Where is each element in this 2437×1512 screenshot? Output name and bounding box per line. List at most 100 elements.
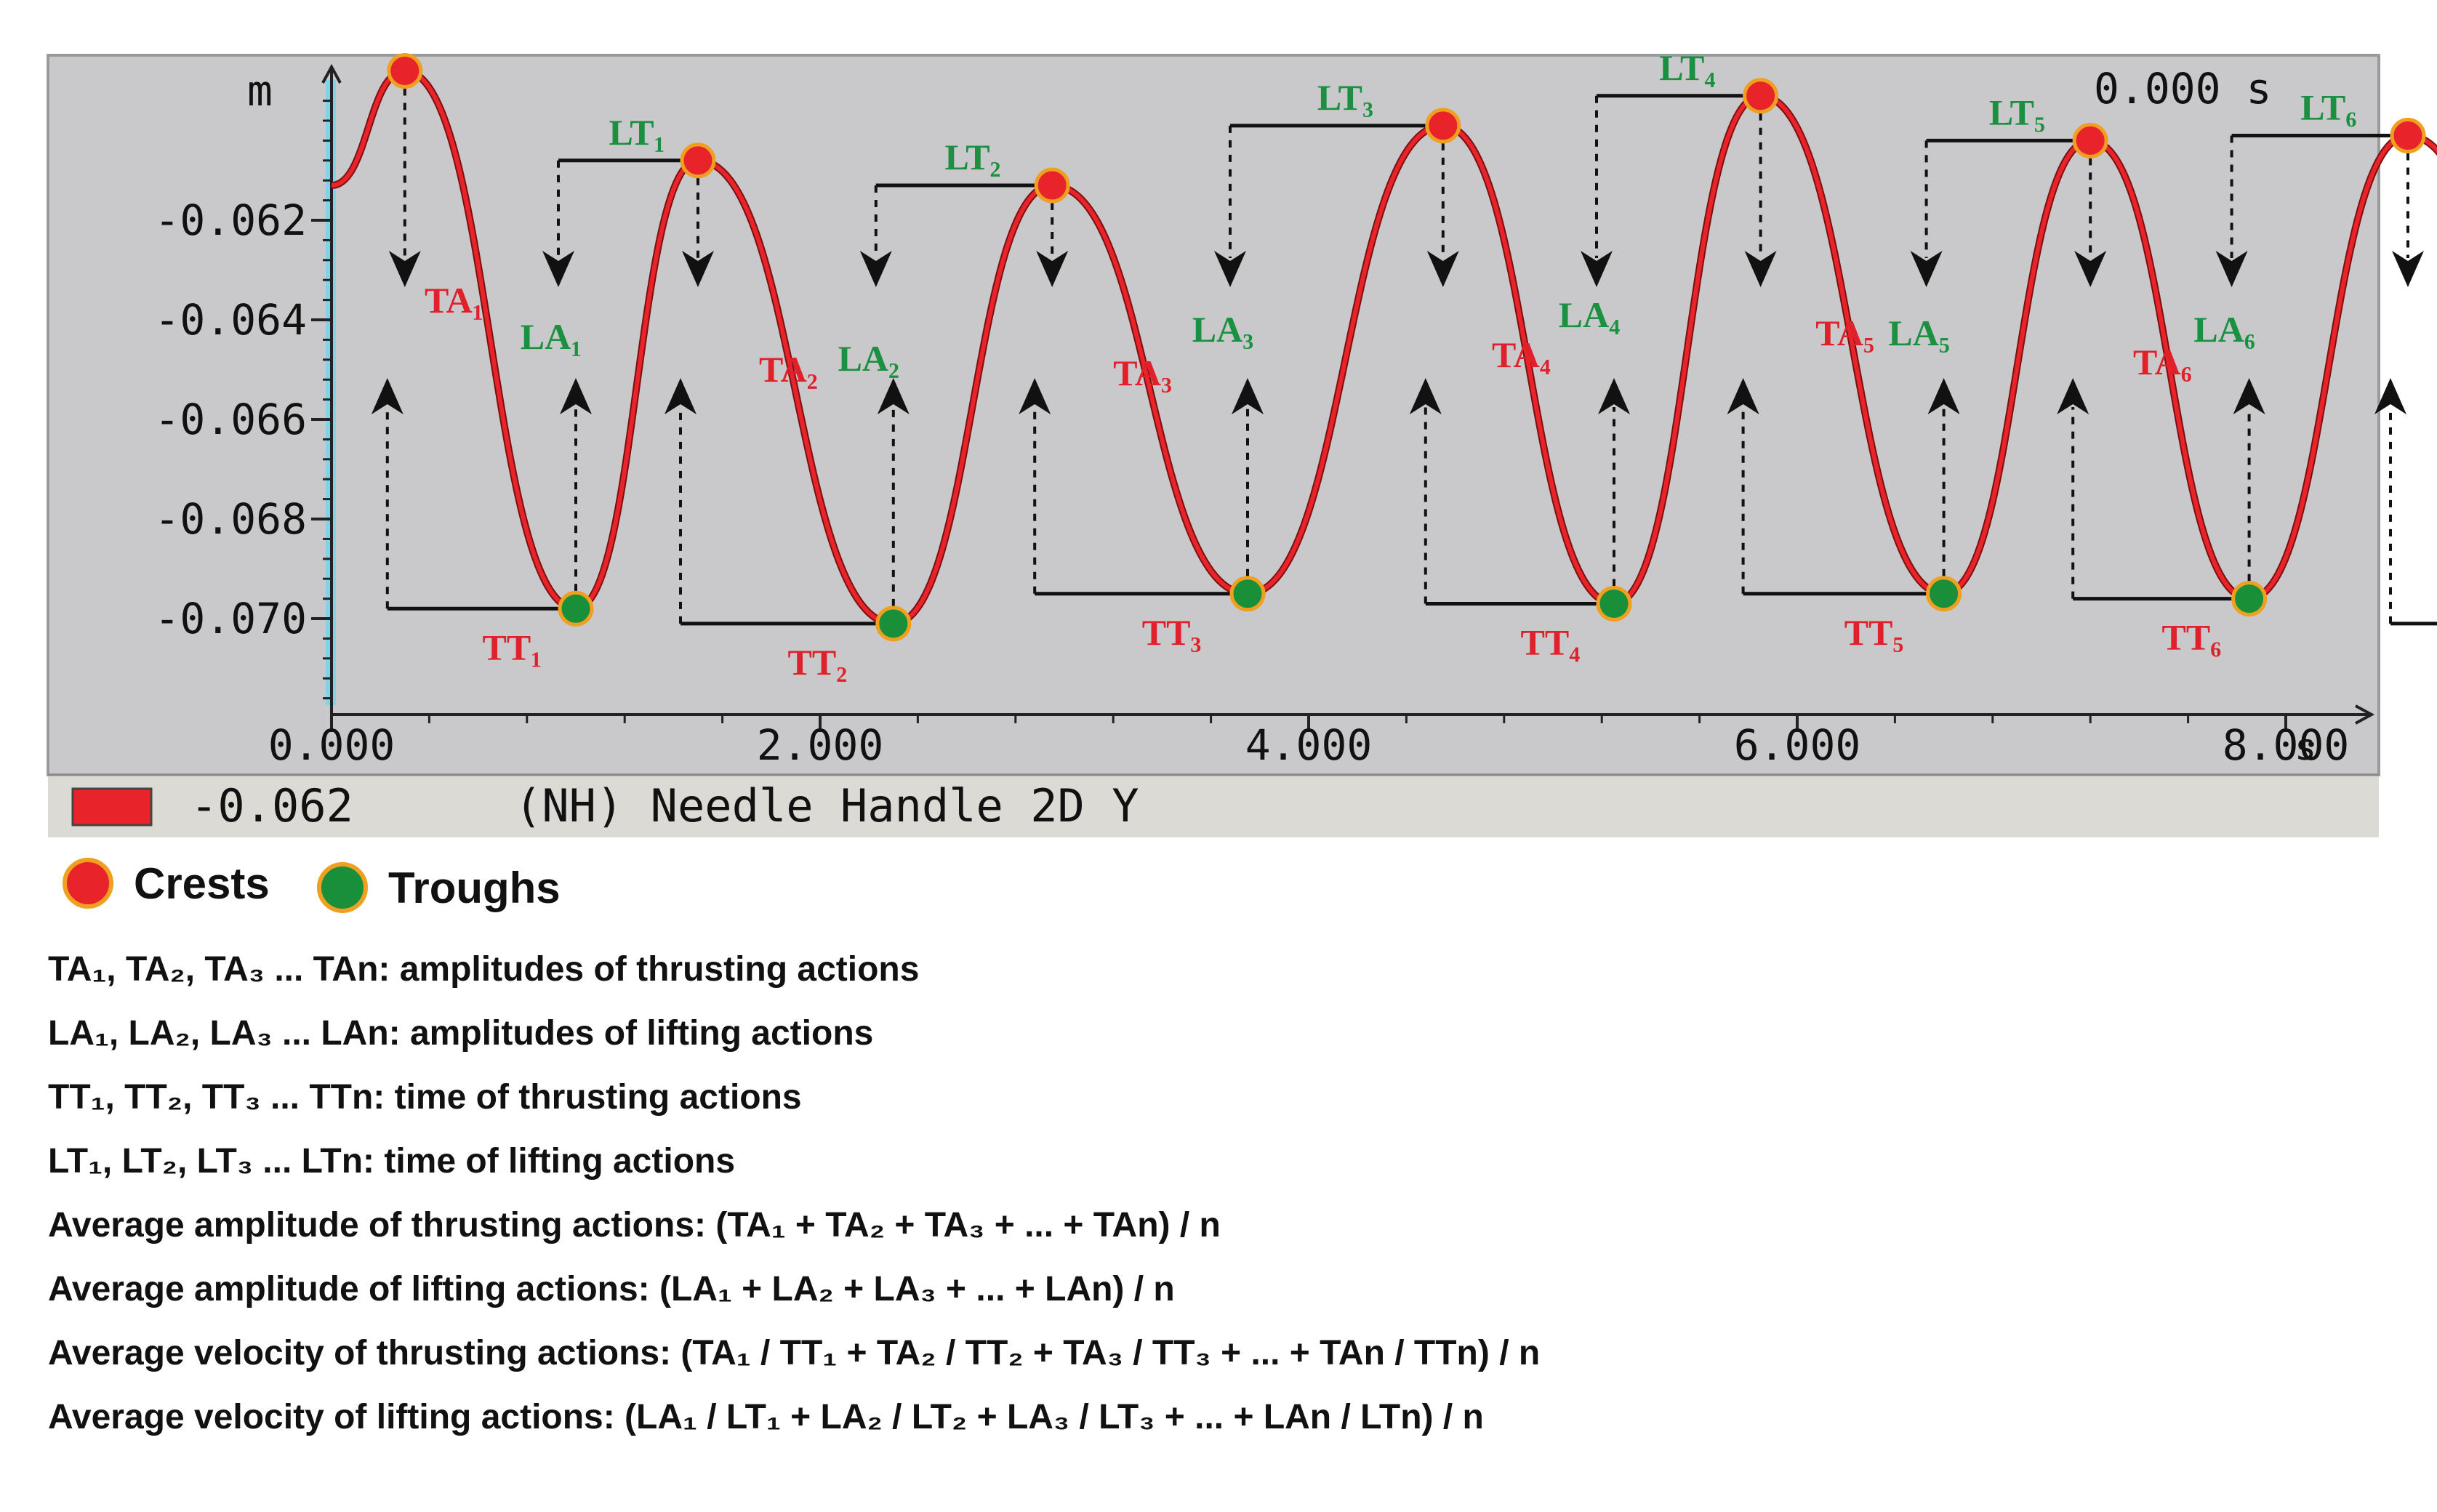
status-series-name: (NH) Needle Handle 2D Y <box>515 779 1139 832</box>
lift-amplitude-label: LA₅ <box>1888 313 1949 353</box>
definition-line: LA₁, LA₂, LA₃ ... LAn: amplitudes of lif… <box>48 1014 874 1053</box>
lift-amplitude-label: LA₁ <box>521 316 582 357</box>
thrust-amplitude-arrow-up <box>665 378 696 414</box>
lift-amplitude-label: LA₂ <box>838 338 899 379</box>
formula-line: Average velocity of thrusting actions: (… <box>48 1334 1541 1372</box>
trough-marker <box>2231 581 2268 617</box>
status-bar <box>48 775 2379 837</box>
formula-line: Average amplitude of thrusting actions: … <box>48 1206 1221 1244</box>
lift-time-label: LT₃ <box>1317 77 1373 118</box>
thrust-amplitude-label: TA₅ <box>1815 313 1874 353</box>
y-axis-arrow <box>321 63 342 84</box>
formula-line: Average amplitude of lifting actions: (L… <box>48 1270 1175 1308</box>
thrust-time-label: TT₂ <box>788 642 848 683</box>
crest-marker <box>680 142 716 179</box>
lift-amplitude-arrow-down <box>859 251 892 287</box>
thrust-amplitude-arrow-down <box>1744 251 1777 287</box>
crest-marker <box>1034 167 1070 204</box>
definition-line: TT₁, TT₂, TT₃ ... TTn: time of thrusting… <box>48 1078 802 1117</box>
lift-amplitude-label: LA₄ <box>1559 294 1620 335</box>
x-unit-label: s <box>2295 726 2316 768</box>
trough-marker <box>1926 576 1962 612</box>
y-tick-label: -0.062 <box>154 196 307 245</box>
crest-marker <box>1743 78 1779 114</box>
lift-amplitude-label: LA₃ <box>1192 309 1253 350</box>
thrust-amplitude-arrow-up <box>371 378 404 414</box>
x-tick-label: 8.000 <box>2223 720 2350 770</box>
x-tick-label: 2.000 <box>757 720 884 770</box>
y-tick-label: -0.068 <box>154 494 307 544</box>
plot-background <box>48 55 2379 775</box>
thrust-amplitude-arrow-down <box>2074 251 2107 287</box>
series-line <box>331 68 2437 626</box>
thrust-time-label: TT₅ <box>1844 612 1904 653</box>
lift-amplitude-arrow-down <box>2215 251 2248 287</box>
formula-line: Average velocity of lifting actions: (LA… <box>48 1398 1484 1436</box>
lift-amplitude-arrow-up <box>1927 378 1960 414</box>
thrust-time-label: TT₆ <box>2162 617 2222 658</box>
x-tick-label: 4.000 <box>1245 720 1373 770</box>
trough-marker <box>558 590 594 627</box>
status-value: -0.062 <box>190 779 353 832</box>
thrust-amplitude-arrow-up <box>1409 378 1442 414</box>
thrust-time-label: TT₄ <box>1521 622 1581 662</box>
crest-marker <box>1425 108 1461 144</box>
legend-label-crests: Crests <box>134 858 270 908</box>
y-tick-label: -0.066 <box>154 395 307 444</box>
trough-marker <box>1229 576 1266 612</box>
status-color-swatch <box>71 787 153 827</box>
thrust-time-label: TT₁ <box>483 627 542 667</box>
crest-marker <box>387 53 423 89</box>
thrust-amplitude-arrow-down <box>682 251 714 287</box>
thrust-amplitude-arrow-up <box>2374 378 2406 414</box>
definitions-list: TA₁, TA₂, TA₃ ... TAn: amplitudes of thr… <box>48 938 2374 1449</box>
x-axis-arrow <box>2355 704 2375 725</box>
lift-amplitude-arrow-down <box>1581 251 1613 287</box>
lift-time-label: LT₁ <box>609 112 665 153</box>
crest-marker-icon <box>63 858 113 909</box>
trough-marker-icon <box>317 862 368 913</box>
thrust-amplitude-label: TA₁ <box>425 280 483 321</box>
y-tick-label: -0.070 <box>154 594 307 643</box>
lift-amplitude-arrow-up <box>1232 378 1264 414</box>
y-unit-label: m <box>247 66 273 116</box>
thrust-amplitude-label: TA₂ <box>759 349 818 390</box>
definition-line: LT₁, LT₂, LT₃ ... LTn: time of lifting a… <box>48 1142 736 1181</box>
legend-label-troughs: Troughs <box>388 863 561 912</box>
crest-marker <box>2390 118 2426 154</box>
thrust-amplitude-arrow-down <box>1426 251 1459 287</box>
thrust-time-label: TT₃ <box>1142 612 1202 653</box>
thrust-amplitude-label: TA₄ <box>1492 334 1551 375</box>
lift-amplitude-arrow-up <box>2233 378 2265 414</box>
lift-amplitude-arrow-up <box>560 378 592 414</box>
trough-marker <box>1596 585 1632 622</box>
thrust-amplitude-label: TA₃ <box>1113 353 1172 393</box>
lift-amplitude-arrow-up <box>1598 378 1630 414</box>
lift-amplitude-arrow-up <box>877 378 910 414</box>
legend: Crests Troughs <box>63 843 717 930</box>
trough-marker <box>875 606 912 642</box>
thrust-amplitude-arrow-down <box>2392 251 2424 287</box>
thrust-amplitude-arrow-up <box>2057 378 2089 414</box>
thrust-amplitude-label: TA₆ <box>2133 342 2192 382</box>
legend-item-crests: Crests <box>63 843 270 923</box>
chart: -0.062 (NH) Needle Handle 2D Y m 0.000 s… <box>47 47 2437 837</box>
thrust-amplitude-arrow-up <box>1727 378 1759 414</box>
x-tick-label: 6.000 <box>1734 720 1861 770</box>
definition-line: TA₁, TA₂, TA₃ ... TAn: amplitudes of thr… <box>48 950 920 989</box>
lift-amplitude-arrow-down <box>1910 251 1943 287</box>
thrust-amplitude-arrow-up <box>1019 378 1051 414</box>
legend-item-troughs: Troughs <box>317 848 561 928</box>
lift-time-label: LT₆ <box>2300 87 2356 128</box>
lift-time-label: LT₄ <box>1659 47 1715 88</box>
lift-time-label: LT₅ <box>1989 92 2045 132</box>
thrust-amplitude-arrow-down <box>1036 251 1069 287</box>
y-tick-label: -0.064 <box>154 295 307 345</box>
lift-amplitude-arrow-down <box>542 251 574 287</box>
x-tick-label: 0.000 <box>268 720 396 770</box>
lift-time-label: LT₂ <box>944 137 1000 177</box>
time-readout: 0.000 s <box>2094 64 2271 113</box>
lift-amplitude-arrow-down <box>1214 251 1246 287</box>
lift-amplitude-label: LA₆ <box>2193 309 2255 350</box>
thrust-amplitude-arrow-down <box>388 251 421 287</box>
